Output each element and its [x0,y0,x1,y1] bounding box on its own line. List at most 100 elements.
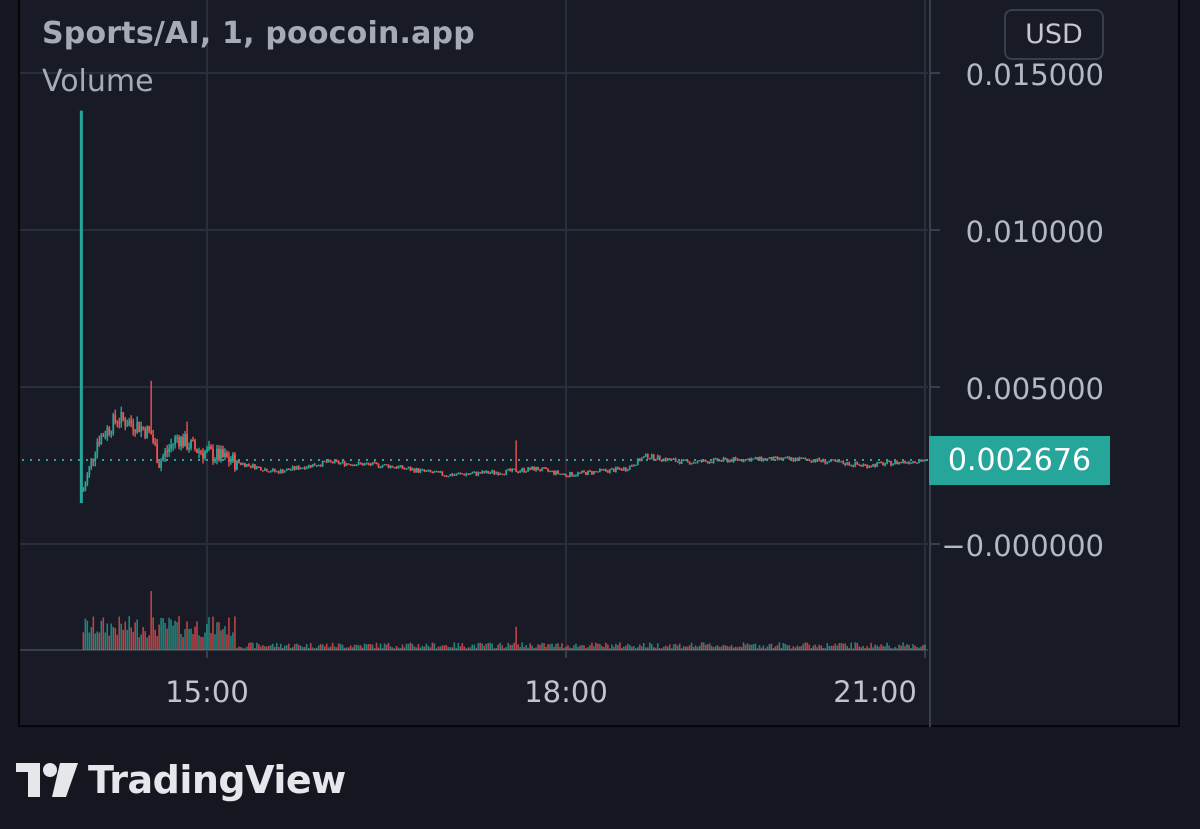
volume-bar [357,645,360,650]
candle-body [383,464,386,466]
candle-body [433,471,436,474]
volume-bar [519,646,521,650]
volume-bar [417,644,420,650]
candle-body [561,473,563,475]
volume-bar [238,646,240,650]
candle-body [573,475,575,477]
candle-body [606,470,609,473]
volume-bar [82,632,85,650]
candle-body [391,465,394,468]
volume-bar [248,643,250,650]
volume-bar [210,633,212,650]
candle-body [616,467,619,469]
volume-bar [397,647,400,650]
volume-bar [425,643,428,650]
candle-body [786,457,789,459]
candle-body [92,458,95,461]
candle-body [228,457,230,462]
volume-bar [212,616,214,650]
candle-body [818,458,821,461]
volume-bar [924,644,926,650]
candle-body [696,460,699,463]
volume-bar [491,643,494,650]
candle-body [680,459,683,464]
volume-legend-label: Volume [42,64,154,99]
candle-body [148,426,151,431]
volume-bar [908,644,910,650]
volume-bar [505,647,507,650]
candle-body [287,468,290,470]
candle-body [650,454,653,459]
candle-body [471,472,474,475]
volume-bar [774,646,777,650]
candle-body [892,463,894,466]
candle-body [176,437,178,439]
candle-body [720,460,723,462]
candle-body [447,476,450,478]
candle-body [503,474,506,476]
candle-body [489,472,492,474]
candle-body [844,463,847,466]
volume-bar [772,648,775,650]
currency-usd-button[interactable]: USD [1004,9,1104,60]
volume-bar [483,645,486,650]
candle-body [273,468,276,472]
candle-body [100,435,103,444]
candle-body [224,452,226,457]
candle-body [110,432,113,435]
chart-panel[interactable] [18,0,1180,727]
candle-body [132,423,135,431]
candle-body [158,462,161,468]
volume-bar [918,647,920,650]
candle-body [198,451,200,453]
volume-bar [188,629,190,650]
volume-bar [154,629,156,650]
volume-bar [293,644,296,650]
candle-body [700,460,703,462]
tradingview-brand[interactable]: TradingView [16,756,346,804]
candle-body [864,464,867,466]
volume-bar [896,648,898,650]
volume-bar [92,616,95,650]
volume-bar [152,617,154,650]
volume-bar [347,647,350,650]
candle-body [674,458,677,462]
volume-bar [922,644,924,650]
candle-body [764,458,767,461]
candle-body [501,473,504,475]
candle-body [519,471,522,473]
volume-bar [722,644,725,650]
candle-body [836,460,839,462]
volume-bar [130,627,133,650]
volume-bar [116,634,119,650]
volume-bar [373,648,376,650]
volume-bar [678,643,681,650]
volume-bar [567,645,569,650]
volume-bar [593,646,595,650]
volume-bar [587,647,589,650]
candle-body [513,468,516,470]
candle-body [646,453,649,459]
candle-body [920,460,922,462]
volume-bar [317,645,320,650]
candle-body [242,463,244,465]
candle-body [820,460,823,462]
volume-bar [523,647,525,650]
candle-body [283,470,286,473]
candle-body [200,451,202,453]
candle-body [660,459,663,462]
candle-body [261,470,264,472]
candle-body [357,462,360,465]
volume-bar [419,647,422,650]
candle-body [487,470,490,474]
candle-body [740,459,743,462]
candle-body [182,436,184,447]
candle-body [664,458,667,461]
candle-body [210,446,212,449]
volume-bar [371,644,374,650]
candle-body [184,434,186,447]
volume-bar [792,646,795,650]
candle-body [377,463,380,468]
candle-body [816,458,819,462]
